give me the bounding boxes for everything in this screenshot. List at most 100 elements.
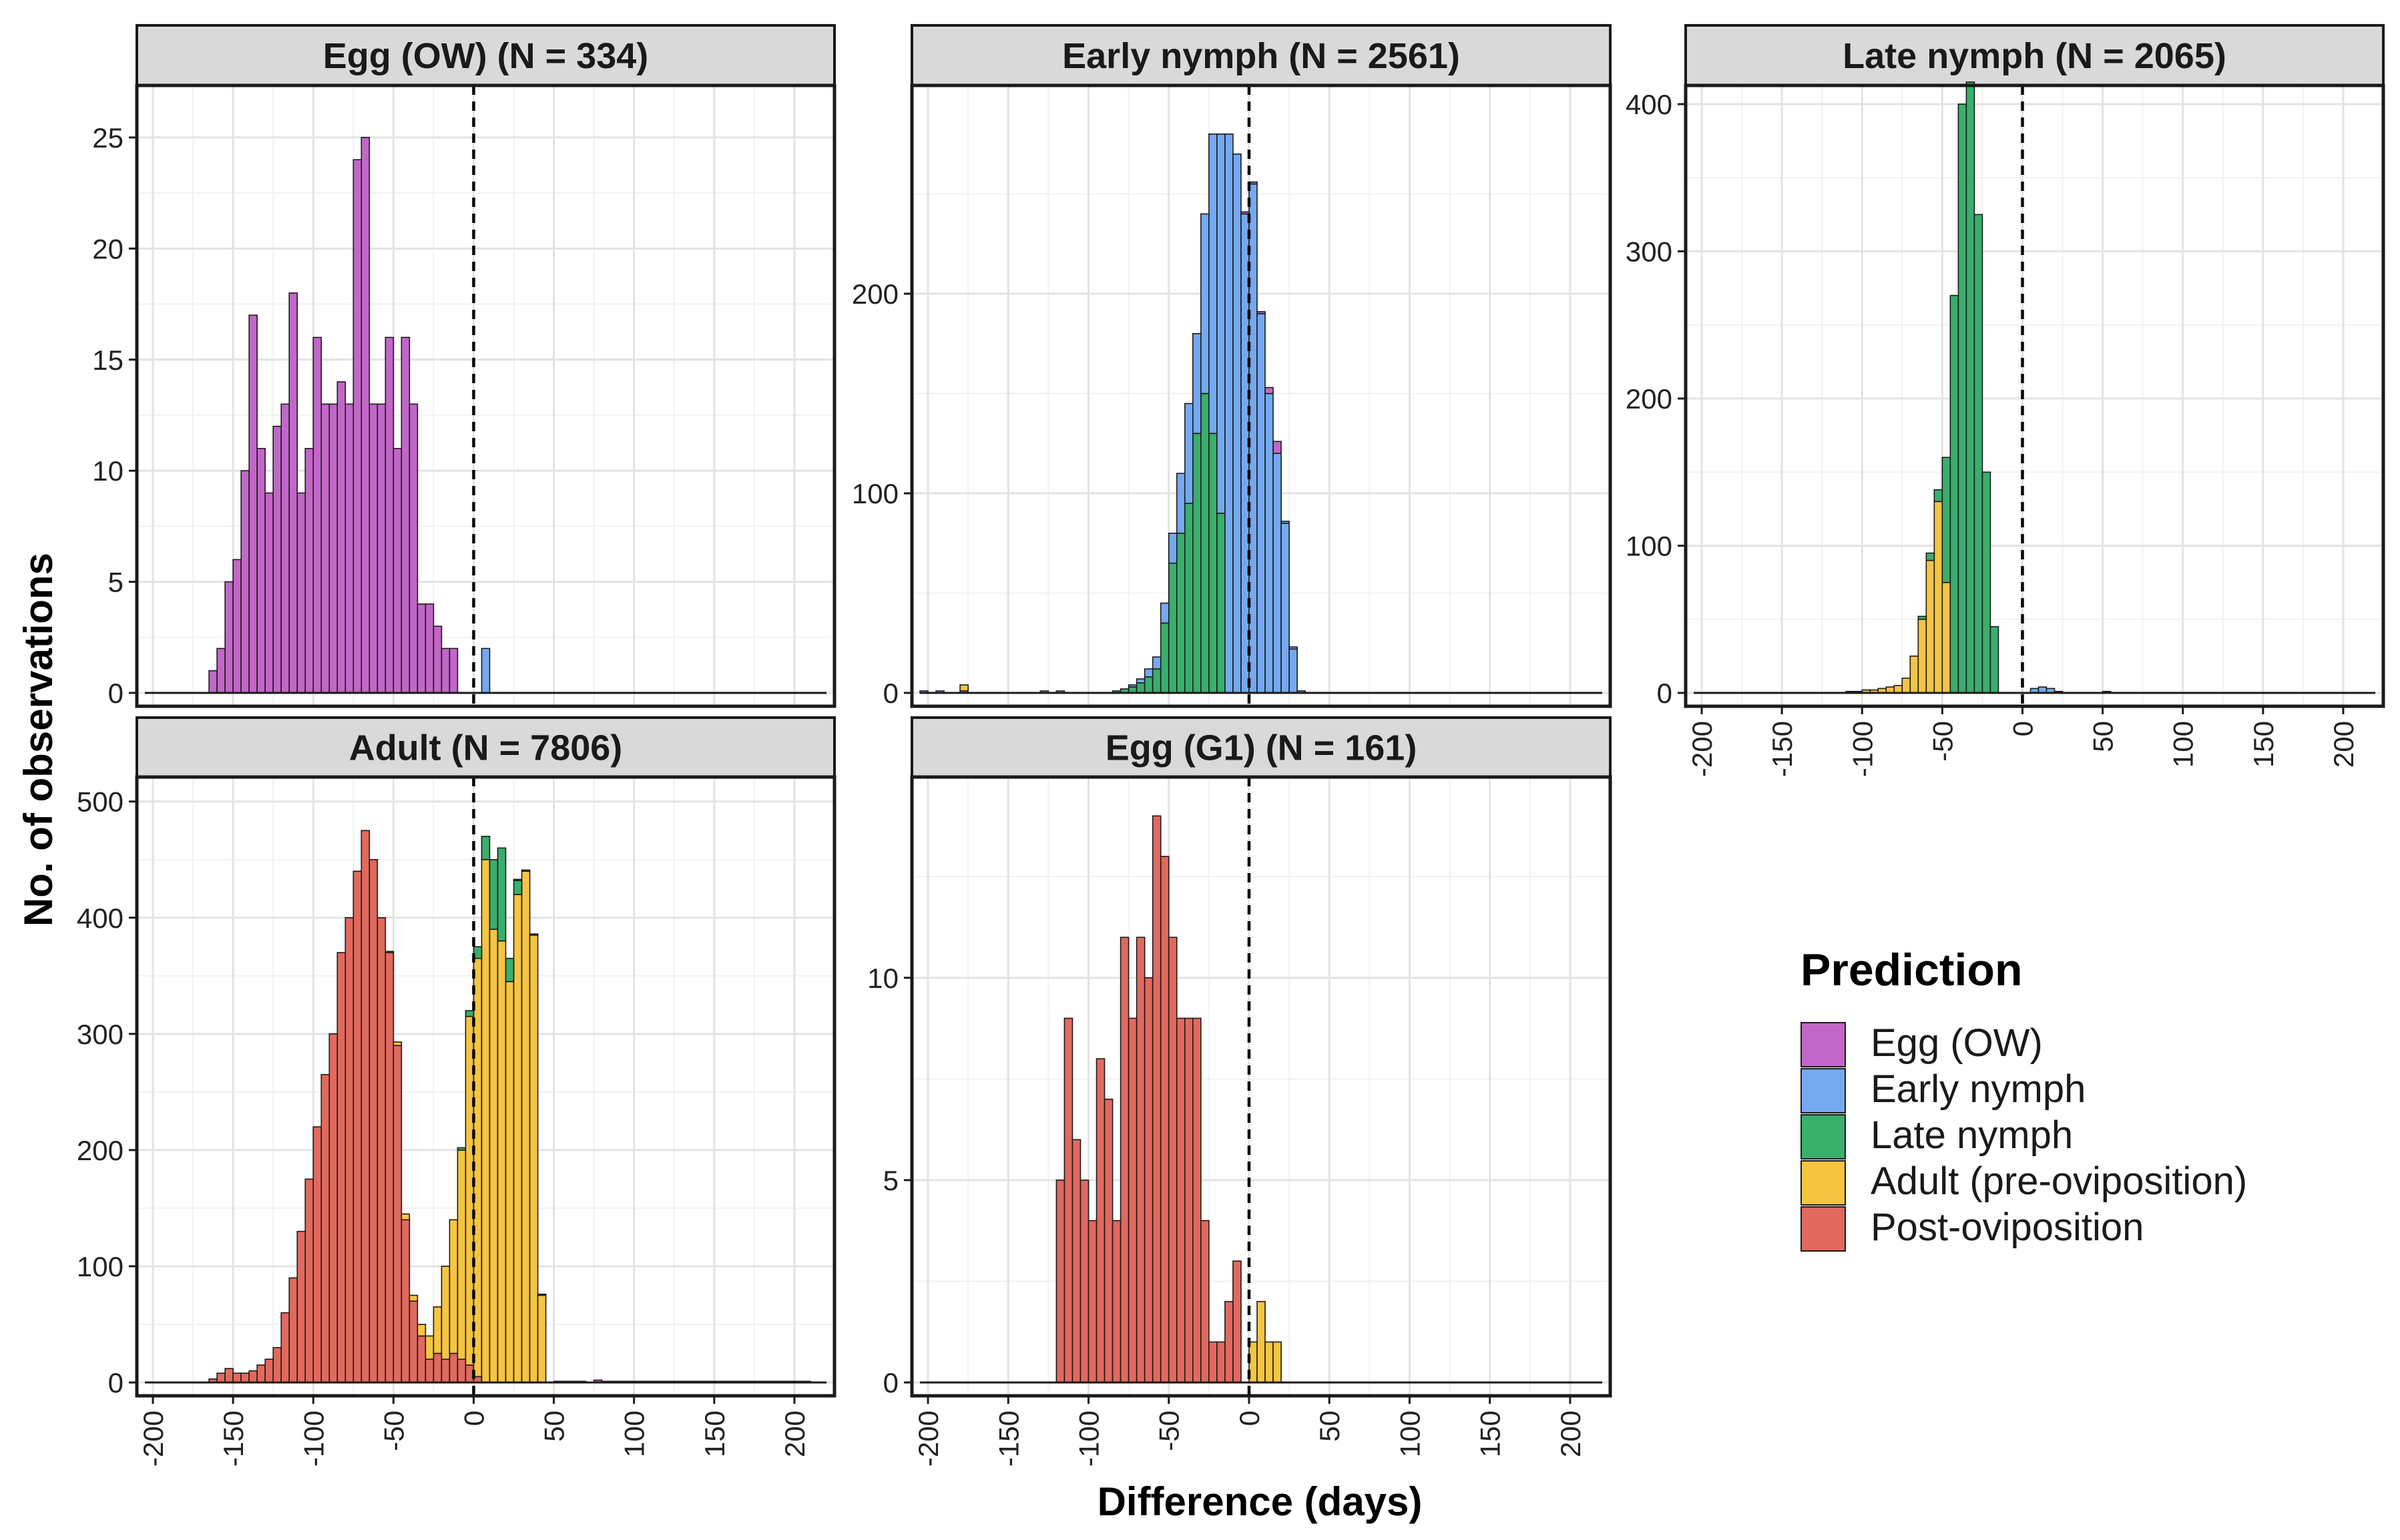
x-tick-label: -150 [993, 1410, 1024, 1467]
bar-egg_ow [328, 403, 338, 694]
bar-egg_ow [272, 425, 282, 694]
y-tick-label: 100 [1626, 531, 1672, 562]
y-tick-label: 100 [852, 478, 899, 509]
y-tick-label: 0 [1657, 678, 1672, 709]
bar-post [280, 1312, 290, 1383]
bar-post [328, 1033, 338, 1383]
bar-adult [497, 940, 507, 1383]
bar-late [1989, 625, 1999, 694]
y-tick-label: 0 [883, 1367, 899, 1398]
bar-late [497, 847, 507, 942]
bar-post [1144, 977, 1154, 1383]
panel-border [135, 775, 836, 1398]
panel-title: Egg (G1) (N = 161) [1106, 728, 1417, 768]
bar-egg_ow [385, 336, 395, 694]
bar-post [1136, 937, 1146, 1383]
legend-swatch [1801, 1068, 1846, 1113]
strip-background [911, 716, 1612, 778]
legend-item-egg_ow: Egg (OW) [1801, 1021, 2043, 1067]
bar-early [1128, 684, 1138, 688]
x-tick-label: -200 [138, 1410, 169, 1467]
panel-early-nymph: Early nymph (N = 2561) 0 100 200 [852, 24, 1612, 709]
x-tick-label: 50 [1314, 1410, 1345, 1442]
bar-early [1152, 656, 1162, 670]
bar-early [1208, 134, 1218, 435]
bar-post [1071, 1139, 1082, 1383]
bar-egg_ow [417, 603, 427, 694]
bar-post [1063, 1017, 1073, 1383]
bar-egg_ow [433, 625, 443, 694]
bar-adult [1256, 1300, 1266, 1383]
legend-label: Egg (OW) [1871, 1021, 2043, 1065]
x-tick-label: 50 [539, 1410, 570, 1442]
bar-adult [1941, 581, 1951, 694]
bar-post [1232, 1260, 1242, 1383]
bar-post [1200, 1220, 1210, 1383]
y-tick-label: 200 [1626, 383, 1672, 415]
bar-post [248, 1370, 258, 1383]
bar-egg_ow [529, 933, 539, 936]
bar-post [377, 917, 387, 1383]
bar-post [1120, 937, 1130, 1383]
bar-adult [1925, 559, 1935, 694]
bar-egg_ow [296, 492, 306, 694]
bar-post [1216, 1341, 1226, 1383]
bar-early [1160, 602, 1170, 624]
bar-post [361, 830, 371, 1383]
bar-egg_ow [1272, 441, 1282, 455]
bar-late [1965, 81, 1975, 694]
bar-post [240, 1372, 250, 1383]
bar-post [1055, 1180, 1065, 1383]
bar-egg_ow [1256, 311, 1266, 314]
bar-late [473, 946, 483, 959]
bar-early [1288, 648, 1298, 694]
bar-late [1917, 615, 1927, 620]
bar-late [1160, 622, 1170, 694]
bar-post [1104, 1098, 1114, 1383]
strip-background [136, 24, 836, 87]
bar-early [1272, 453, 1282, 694]
y-tick-label: 0 [108, 678, 124, 709]
x-tick-label: -150 [218, 1410, 249, 1467]
bar-post [312, 1126, 322, 1383]
bar-early [1280, 523, 1290, 694]
bar-post [304, 1178, 314, 1383]
bar-post [457, 1358, 467, 1383]
bar-early [1216, 134, 1226, 514]
x-tick-label: 0 [458, 1410, 489, 1426]
bar-post [336, 952, 346, 1383]
panel-border [910, 775, 1612, 1398]
panel-egg-ow: Egg (OW) (N = 334) 0 5 10 15 20 25 [92, 24, 836, 709]
bar-adult [1264, 1341, 1274, 1383]
legend-swatch [1801, 1206, 1846, 1252]
x-tick-label: -50 [378, 1410, 409, 1451]
panel-title: Late nymph (N = 2065) [1843, 36, 2226, 76]
legend-label: Early nymph [1871, 1067, 2086, 1111]
bar-adult [449, 1219, 459, 1354]
legend-item-late: Late nymph [1801, 1113, 2073, 1160]
bar-post [1096, 1058, 1106, 1383]
x-tick-label: 0 [2007, 721, 2038, 736]
bar-adult [409, 1294, 419, 1302]
bar-adult [481, 858, 491, 1383]
y-tick-label: 0 [883, 678, 899, 709]
bar-adult [513, 894, 523, 1383]
bar-post [1088, 1220, 1098, 1383]
bar-egg_ow [264, 492, 274, 694]
x-tick-label: -50 [1154, 1410, 1185, 1451]
y-tick-label: 10 [867, 963, 899, 994]
bar-late [489, 858, 499, 930]
x-tick-label: 150 [699, 1410, 730, 1457]
y-tick-label: 500 [77, 786, 124, 818]
legend-swatch [1801, 1022, 1846, 1067]
bar-late [1941, 457, 1951, 583]
bar-post [1208, 1341, 1218, 1383]
bar-late [1933, 489, 1943, 503]
x-tick-label: -150 [1766, 721, 1798, 777]
bar-egg_ow [401, 336, 411, 694]
y-tick-label: 400 [1626, 89, 1672, 120]
bar-post [288, 1277, 298, 1383]
bar-adult [1917, 618, 1927, 694]
bar-egg_ow [377, 403, 387, 694]
